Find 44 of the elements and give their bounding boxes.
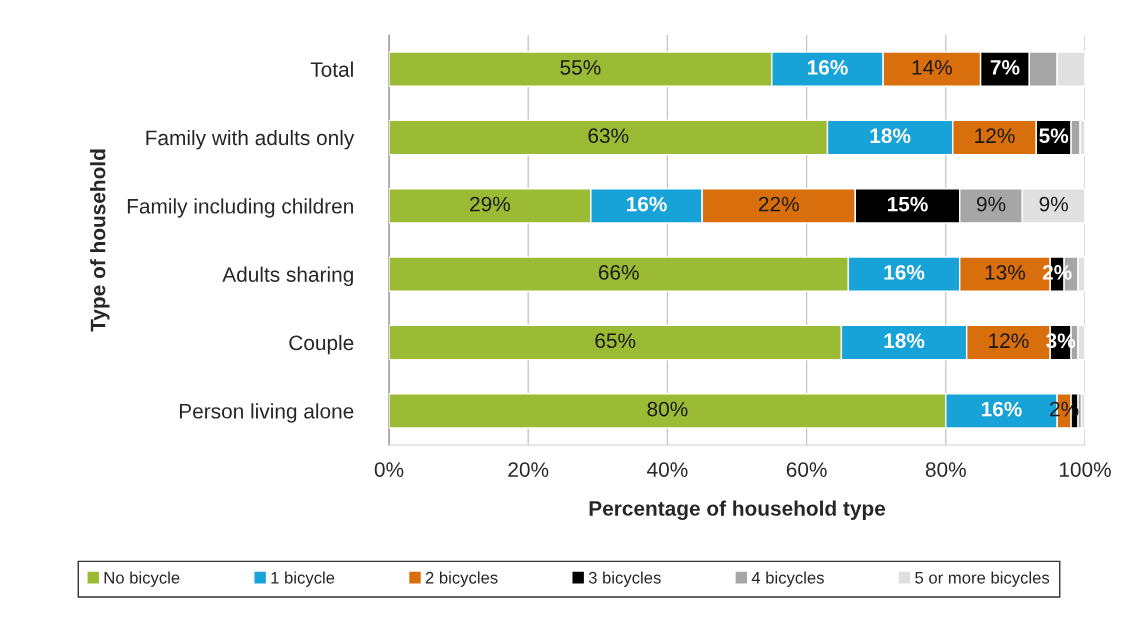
x-tick-label: 20% bbox=[508, 462, 549, 477]
y-tick-label: Couple bbox=[289, 334, 354, 355]
y-tick-label: Person living alone bbox=[179, 403, 354, 423]
data-label: 13% bbox=[985, 265, 1026, 280]
x-tick-label: 100% bbox=[1059, 462, 1111, 477]
data-label: 63% bbox=[588, 128, 629, 144]
data-label: 15% bbox=[887, 196, 928, 212]
data-label: 18% bbox=[870, 128, 911, 144]
legend-label: No bicycle bbox=[104, 571, 180, 587]
data-label: 2% bbox=[1050, 401, 1079, 417]
data-label: 80% bbox=[647, 401, 688, 417]
data-label: 12% bbox=[975, 128, 1015, 144]
data-label: 9% bbox=[976, 196, 1006, 212]
y-tick-label: Family including children bbox=[127, 198, 353, 218]
data-label: 2% bbox=[1042, 265, 1072, 280]
x-tick-label: 40% bbox=[647, 462, 688, 477]
legend-label: 2 bicycles bbox=[425, 571, 498, 587]
data-label: 12% bbox=[989, 333, 1029, 349]
x-tick-label: 80% bbox=[925, 462, 966, 477]
x-tick-label: 0% bbox=[374, 462, 404, 477]
data-label: 16% bbox=[981, 401, 1022, 417]
data-label: 29% bbox=[470, 196, 511, 212]
data-label: 18% bbox=[884, 333, 925, 349]
y-tick-label: Family with adults only bbox=[146, 129, 355, 150]
data-label: 5% bbox=[1039, 128, 1069, 144]
legend-label: 4 bicycles bbox=[751, 571, 824, 587]
data-label: 65% bbox=[595, 333, 636, 349]
y-axis-title: Type of household bbox=[90, 149, 110, 332]
data-label: 55% bbox=[560, 60, 601, 75]
data-label: 9% bbox=[1039, 196, 1068, 212]
data-label: 7% bbox=[990, 60, 1020, 75]
legend-label: 3 bicycles bbox=[588, 571, 661, 587]
x-axis-title: Percentage of household type bbox=[589, 500, 886, 521]
legend-label: 5 or more bicycles bbox=[915, 571, 1050, 587]
y-tick-label: Adults sharing bbox=[222, 266, 353, 287]
x-tick-label: 60% bbox=[786, 462, 827, 477]
data-label: 16% bbox=[626, 196, 667, 212]
legend-label: 1 bicycle bbox=[271, 571, 335, 587]
data-label: 22% bbox=[758, 196, 799, 212]
data-label: 16% bbox=[807, 60, 848, 75]
y-tick-label: Total bbox=[310, 61, 353, 77]
data-label: 66% bbox=[598, 265, 639, 280]
data-label: 14% bbox=[912, 60, 952, 75]
data-label: 16% bbox=[884, 265, 925, 280]
